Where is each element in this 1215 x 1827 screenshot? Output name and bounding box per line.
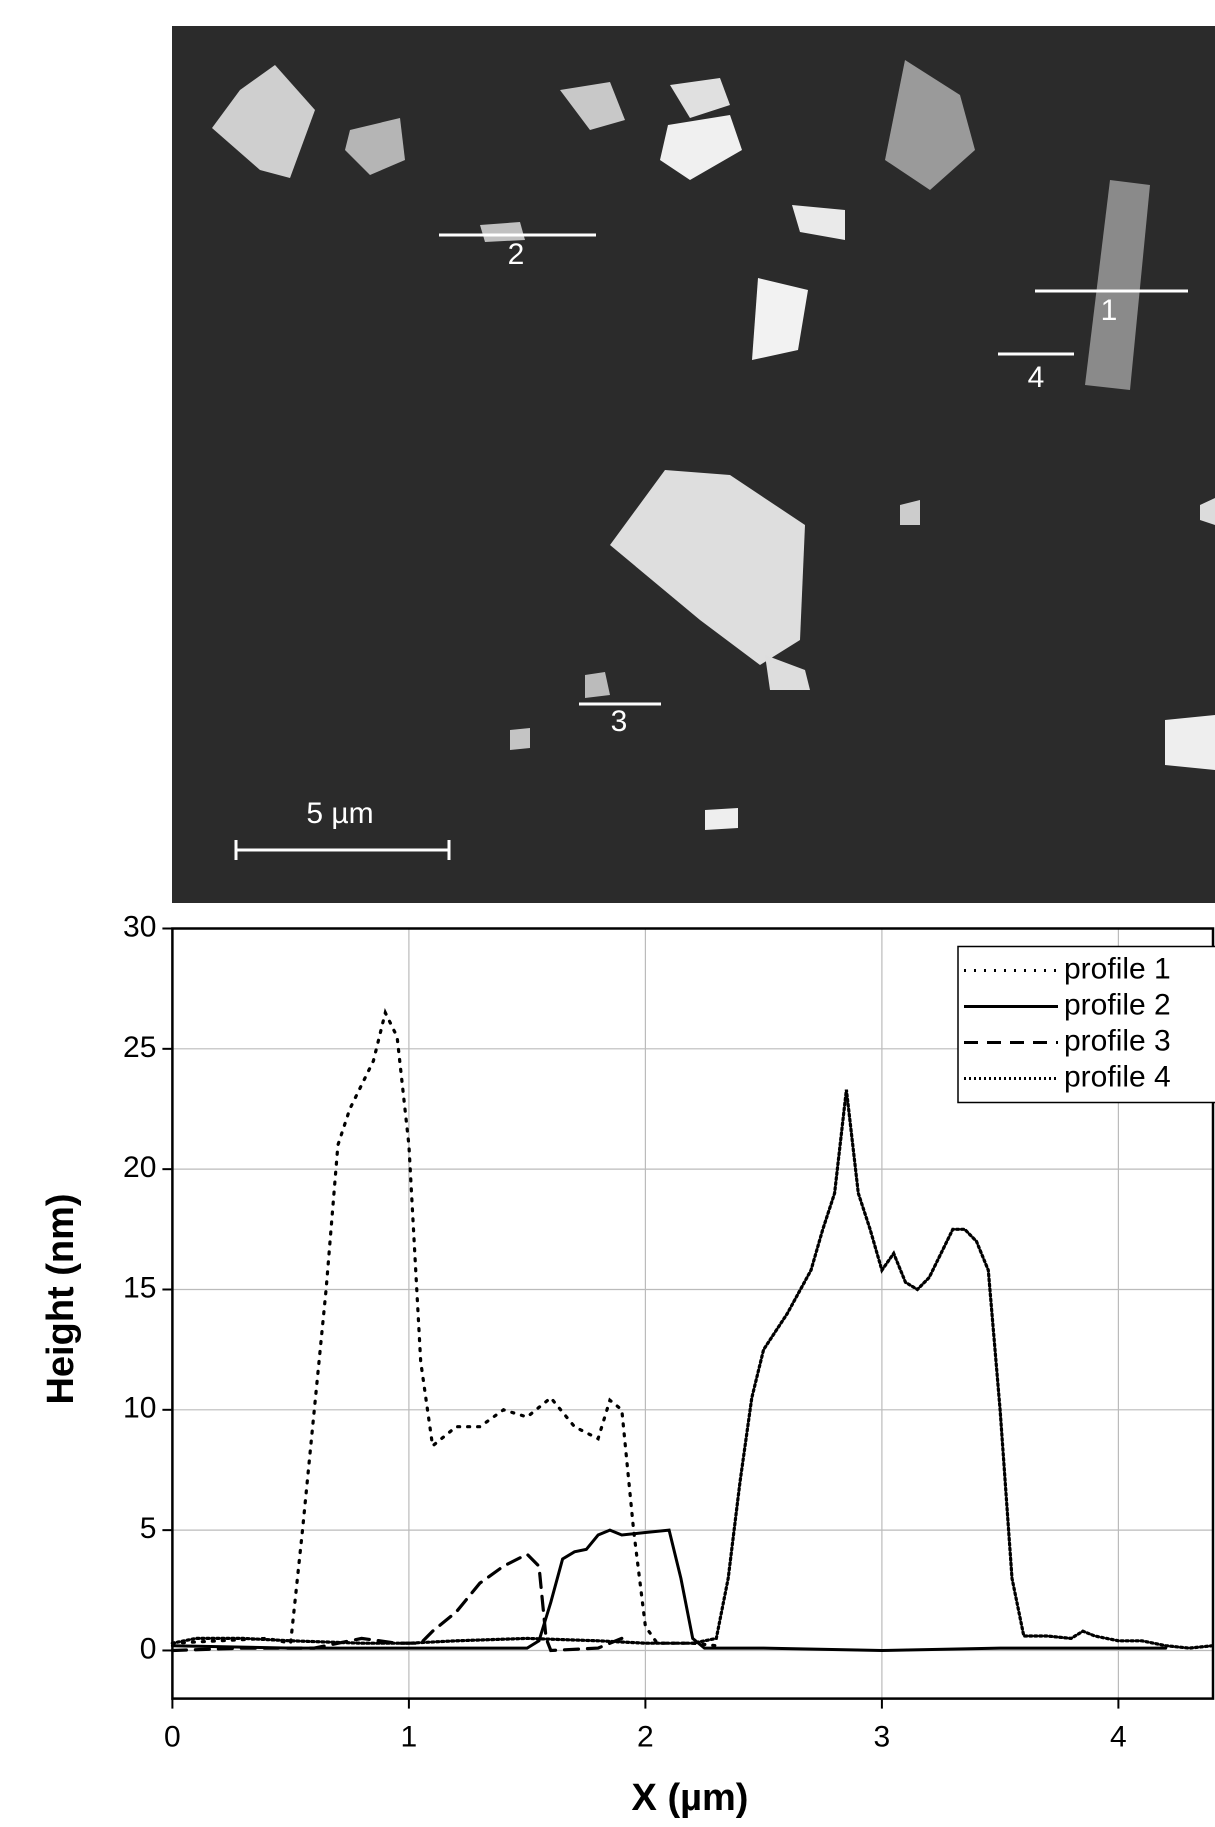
flake <box>705 808 738 830</box>
profile-label: 1 <box>1101 294 1118 327</box>
y-axis-title: Height (nm) <box>40 1193 82 1404</box>
legend-label: profile 4 <box>1064 1060 1171 1093</box>
y-tick-label: 15 <box>123 1271 156 1304</box>
y-tick-label: 0 <box>140 1632 157 1665</box>
x-tick-label: 2 <box>637 1721 654 1754</box>
y-tick-label: 10 <box>123 1392 156 1425</box>
y-tick-label: 5 <box>140 1512 157 1545</box>
legend-label: profile 1 <box>1064 952 1171 985</box>
y-tick-label: 25 <box>123 1031 156 1064</box>
scale-bar-label: 5 µm <box>306 797 373 830</box>
profile-label: 2 <box>508 238 525 271</box>
y-tick-label: 20 <box>123 1151 156 1184</box>
data-line <box>172 1530 1165 1650</box>
data-line <box>172 1090 1213 1648</box>
legend-label: profile 2 <box>1064 988 1171 1021</box>
x-axis-title: X (µm) <box>632 1777 749 1819</box>
x-tick-label: 0 <box>164 1721 181 1754</box>
page: 1 2 3 4 5 µm Height (nm) X (µm) 0 1 2 3 4 0 5 1… <box>0 0 1215 1827</box>
x-tick-label: 3 <box>874 1721 891 1754</box>
y-tick-label: 30 <box>123 910 156 943</box>
flake <box>510 728 530 750</box>
profile-label: 3 <box>611 705 628 738</box>
legend-label: profile 3 <box>1064 1024 1171 1057</box>
data-line <box>172 1013 716 1646</box>
figure: 1 2 3 4 5 µm Height (nm) X (µm) 0 1 2 3 4 0 5 1… <box>0 0 1215 1827</box>
data-line <box>172 1554 621 1650</box>
x-tick-label: 1 <box>401 1721 418 1754</box>
flake <box>1165 715 1215 770</box>
profile-label: 4 <box>1028 361 1045 394</box>
x-tick-label: 4 <box>1110 1721 1127 1754</box>
